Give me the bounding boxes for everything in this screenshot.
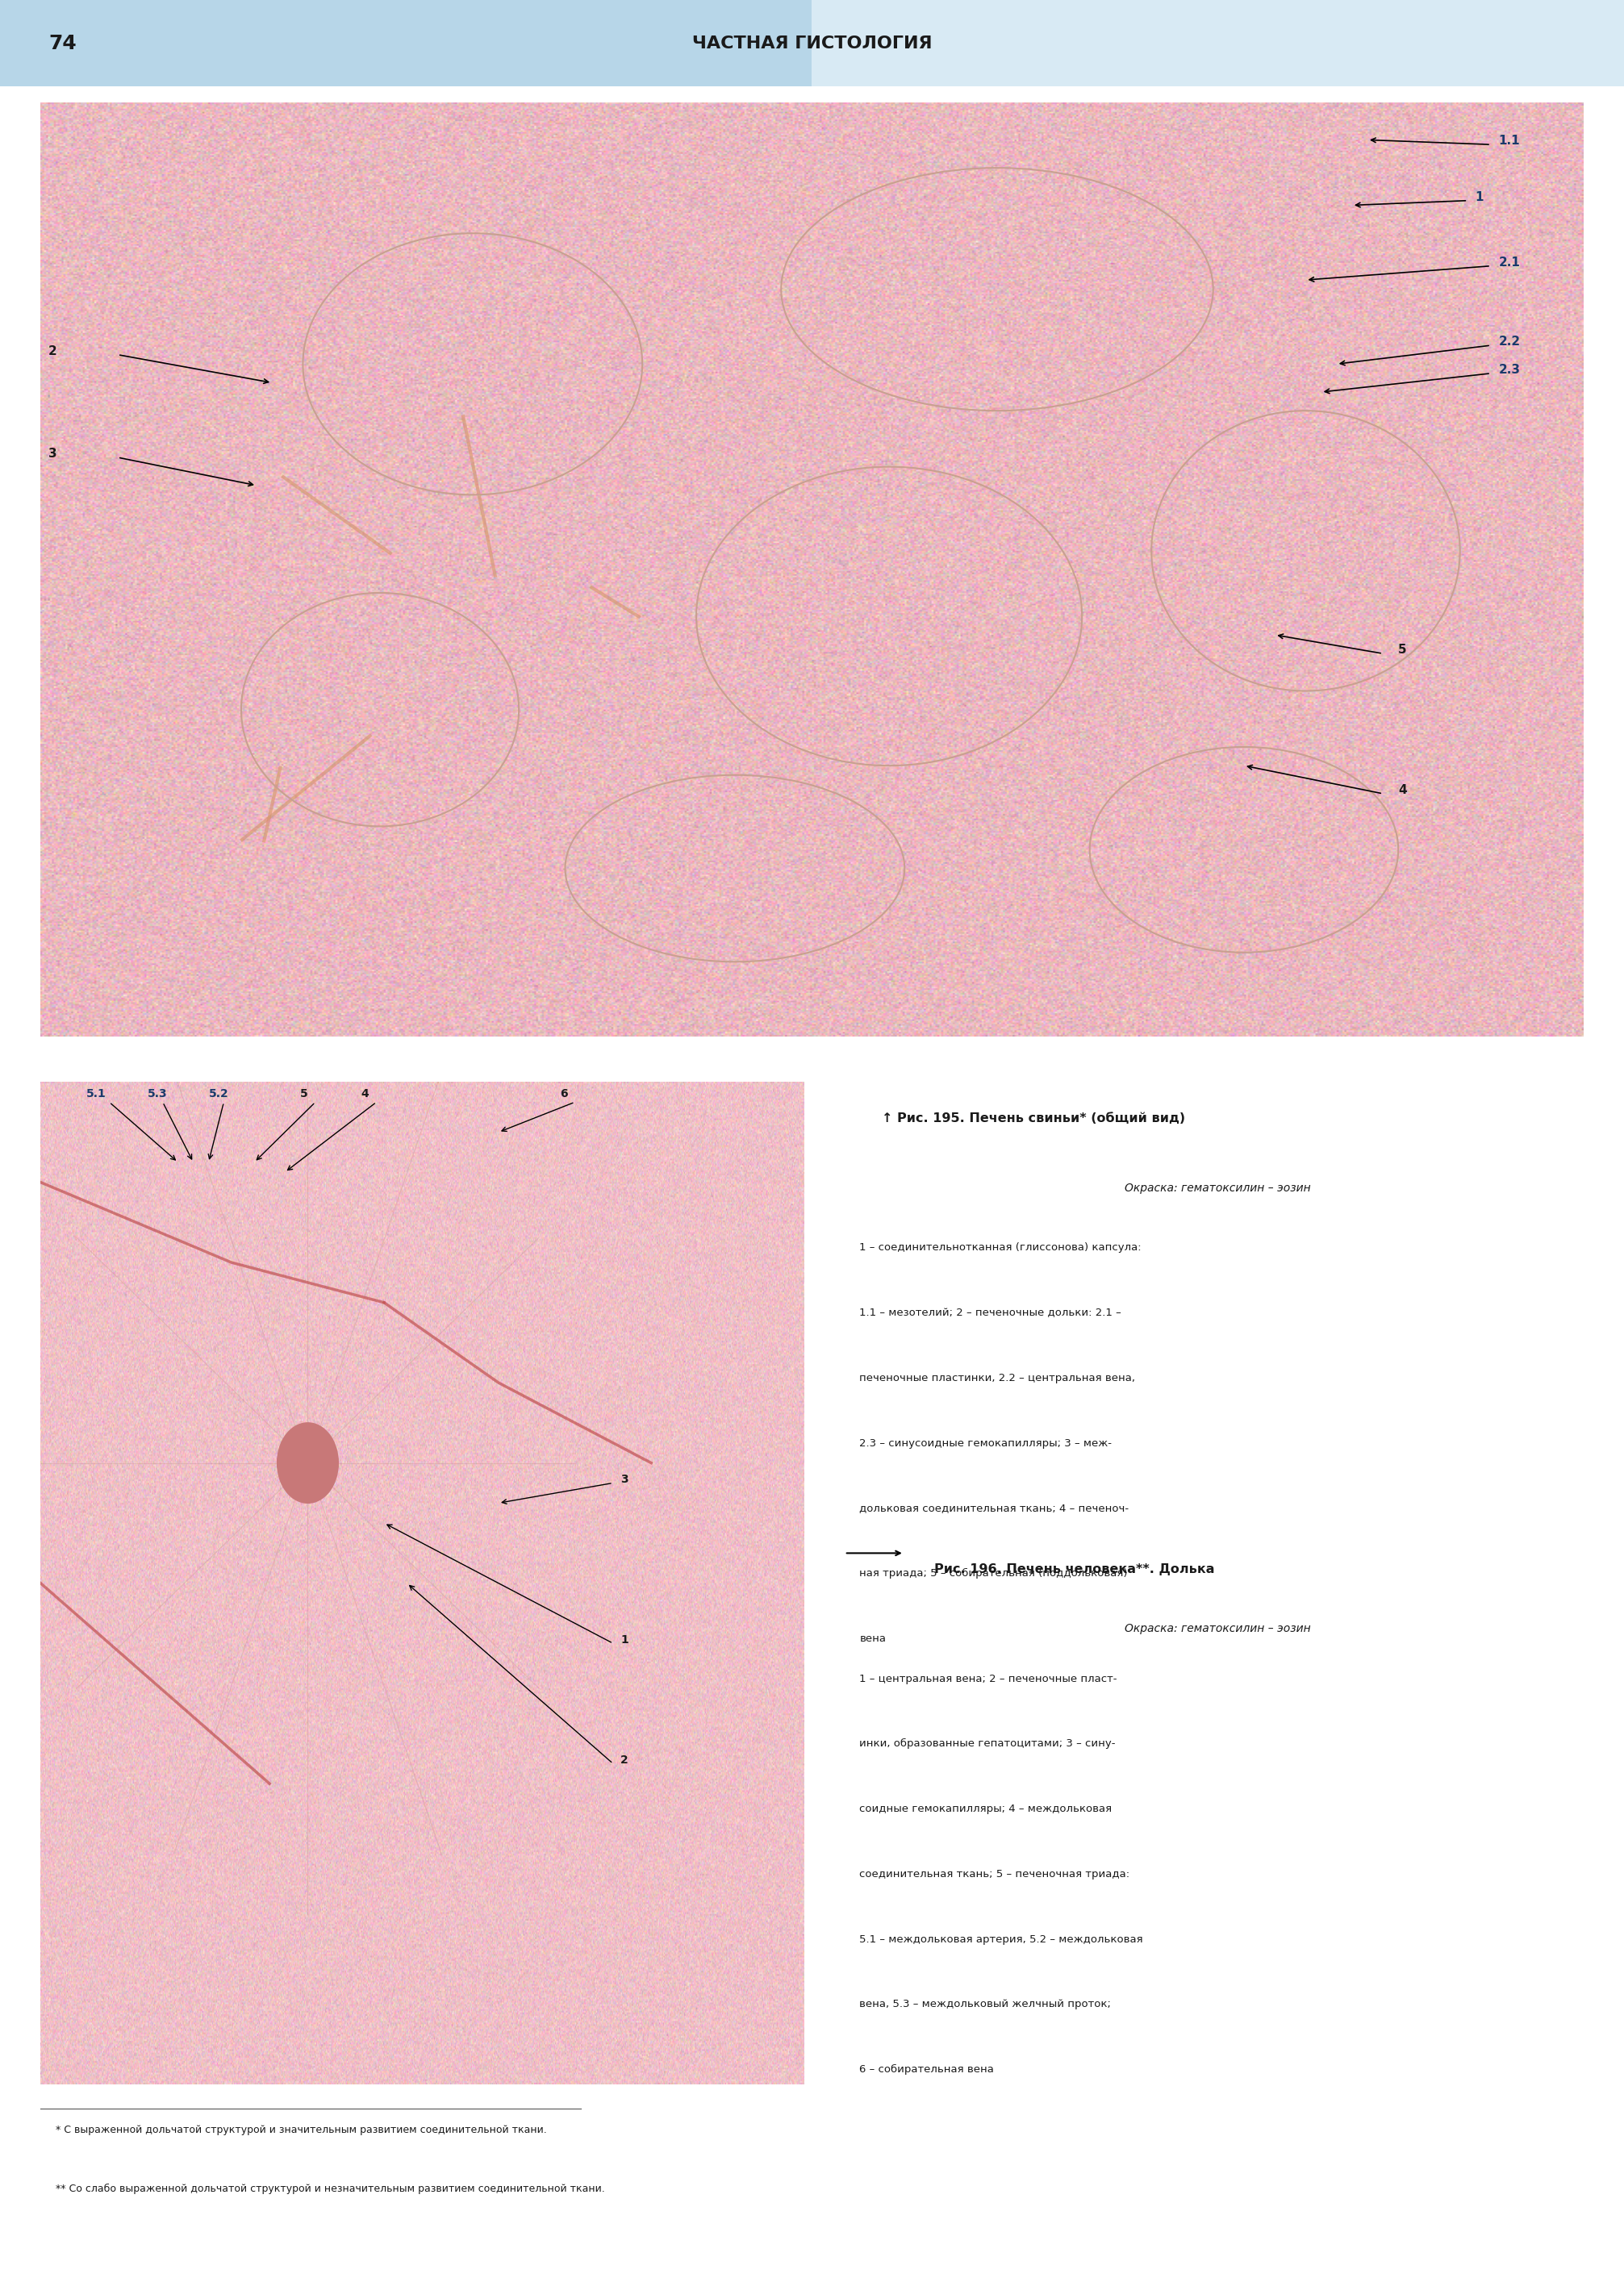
Text: 2: 2: [49, 344, 57, 358]
Text: 1: 1: [1475, 191, 1484, 203]
Text: 4: 4: [361, 1089, 369, 1100]
Text: 2.1: 2.1: [1499, 257, 1520, 269]
Text: соидные гемокапилляры; 4 – междольковая: соидные гемокапилляры; 4 – междольковая: [859, 1804, 1112, 1813]
Text: инки, образованные гепатоцитами; 3 – сину-: инки, образованные гепатоцитами; 3 – син…: [859, 1738, 1116, 1750]
Text: 5.3: 5.3: [148, 1089, 167, 1100]
Text: 5.2: 5.2: [208, 1089, 229, 1100]
Text: 1.1 – мезотелий; 2 – печеночные дольки: 2.1 –: 1.1 – мезотелий; 2 – печеночные дольки: …: [859, 1308, 1122, 1319]
Text: 2: 2: [620, 1754, 628, 1765]
Text: 74: 74: [49, 34, 76, 52]
Text: дольковая соединительная ткань; 4 – печеноч-: дольковая соединительная ткань; 4 – пече…: [859, 1503, 1129, 1513]
Text: 2.3: 2.3: [1499, 364, 1520, 376]
Text: 1.1: 1.1: [1499, 134, 1520, 148]
Text: ↑ Рис. 195. Печень свиньи* (общий вид): ↑ Рис. 195. Печень свиньи* (общий вид): [882, 1112, 1186, 1125]
Text: 6 – собирательная вена: 6 – собирательная вена: [859, 2064, 994, 2075]
Text: ЧАСТНАЯ ГИСТОЛОГИЯ: ЧАСТНАЯ ГИСТОЛОГИЯ: [692, 34, 932, 52]
Text: 3: 3: [620, 1474, 628, 1485]
Text: * С выраженной дольчатой структурой и значительным развитием соединительной ткан: * С выраженной дольчатой структурой и зн…: [55, 2125, 547, 2134]
Text: Окраска: гематоксилин – эозин: Окраска: гематоксилин – эозин: [1125, 1182, 1311, 1194]
Text: соединительная ткань; 5 – печеночная триада:: соединительная ткань; 5 – печеночная три…: [859, 1868, 1130, 1879]
Text: 2.3 – синусоидные гемокапилляры; 3 – меж-: 2.3 – синусоидные гемокапилляры; 3 – меж…: [859, 1437, 1112, 1449]
Text: ная триада; 5 – собирательная (поддольковая): ная триада; 5 – собирательная (поддолько…: [859, 1567, 1127, 1579]
Text: 5.1: 5.1: [86, 1089, 106, 1100]
Text: вена, 5.3 – междольковый желчный проток;: вена, 5.3 – междольковый желчный проток;: [859, 2000, 1111, 2009]
Text: 5.1 – междольковая артерия, 5.2 – междольковая: 5.1 – междольковая артерия, 5.2 – междол…: [859, 1934, 1143, 1945]
Text: ** Со слабо выраженной дольчатой структурой и незначительным развитием соедините: ** Со слабо выраженной дольчатой структу…: [55, 2182, 606, 2194]
Text: 1 – соединительнотканная (глиссонова) капсула:: 1 – соединительнотканная (глиссонова) ка…: [859, 1242, 1142, 1253]
Text: 1 – центральная вена; 2 – печеночные пласт-: 1 – центральная вена; 2 – печеночные пла…: [859, 1674, 1117, 1683]
Text: Рис. 196. Печень человека**. Долька: Рис. 196. Печень человека**. Долька: [934, 1563, 1215, 1576]
Text: 5: 5: [1398, 645, 1406, 656]
Text: печеночные пластинки, 2.2 – центральная вена,: печеночные пластинки, 2.2 – центральная …: [859, 1374, 1135, 1383]
Text: вена: вена: [859, 1633, 887, 1645]
Text: 6: 6: [560, 1089, 567, 1100]
Circle shape: [278, 1424, 338, 1503]
Text: Окраска: гематоксилин – эозин: Окраска: гематоксилин – эозин: [1125, 1624, 1311, 1636]
Text: 1: 1: [620, 1636, 628, 1645]
Text: 2.2: 2.2: [1499, 335, 1520, 349]
Text: 5: 5: [300, 1089, 309, 1100]
Text: 4: 4: [1398, 784, 1406, 795]
Text: 3: 3: [49, 449, 57, 460]
